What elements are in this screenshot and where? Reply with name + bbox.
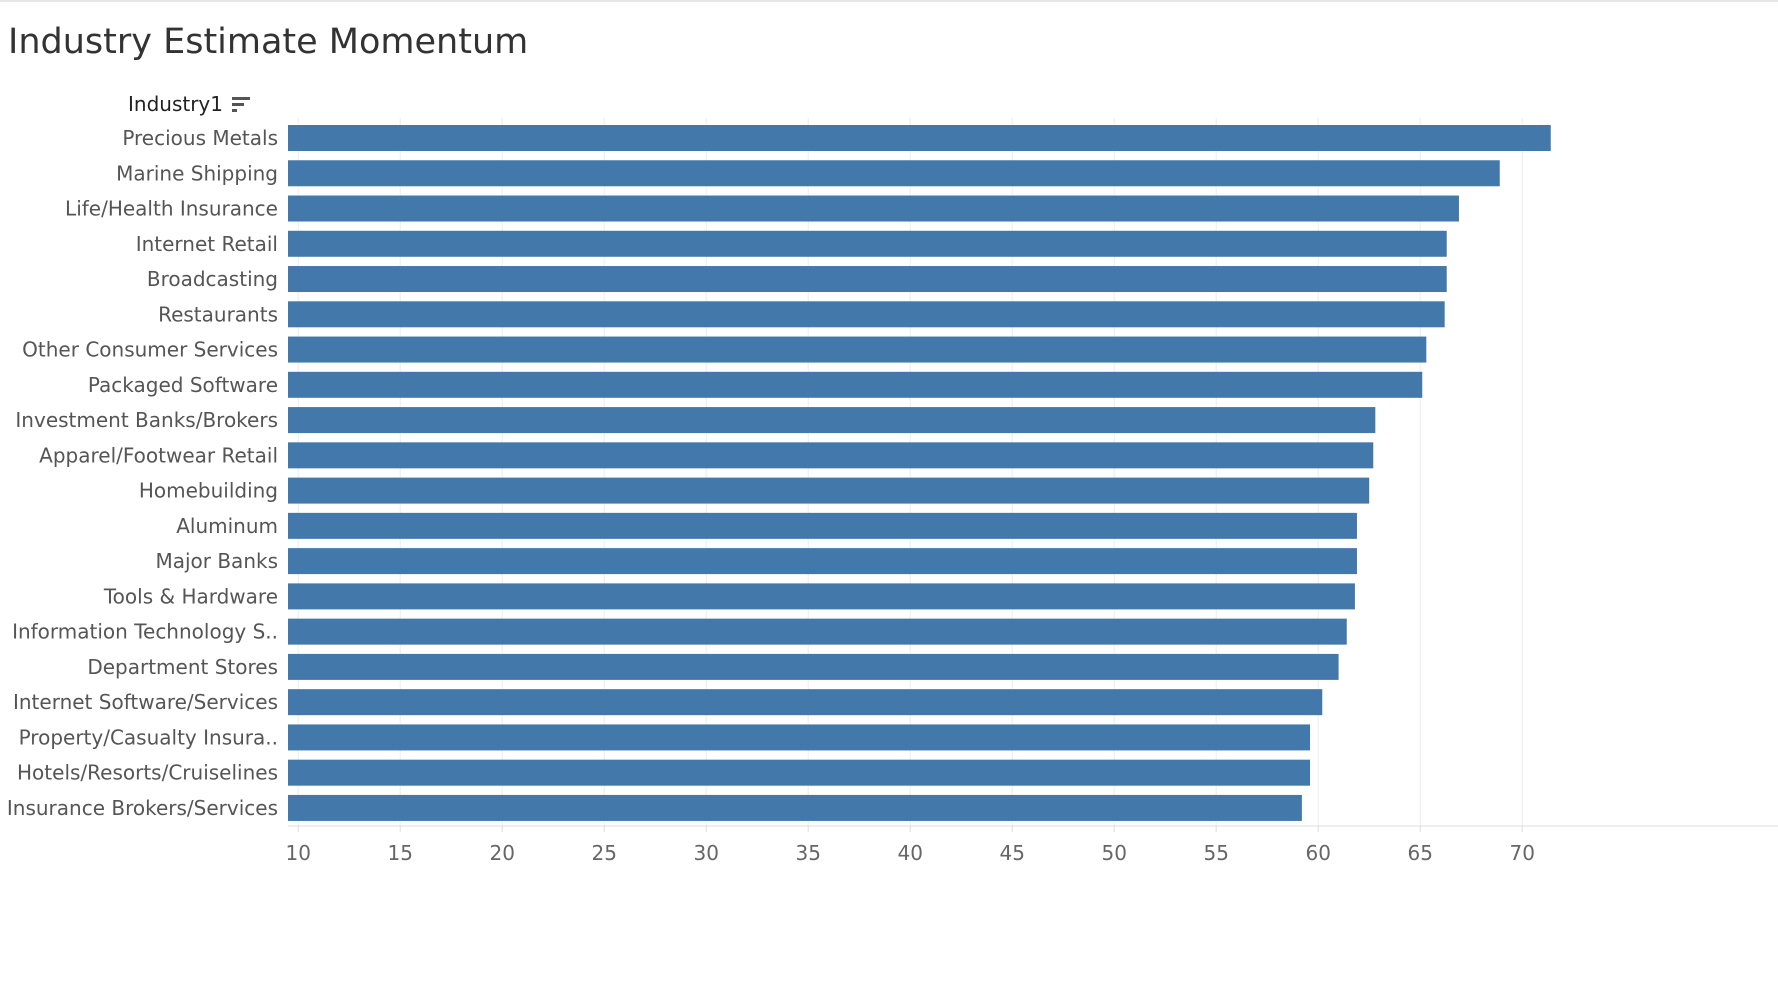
x-tick-label: 40 — [897, 841, 922, 865]
bar[interactable] — [288, 230, 1447, 257]
x-tick-label: 45 — [999, 841, 1024, 865]
category-label: Restaurants — [158, 302, 278, 326]
bar[interactable] — [288, 371, 1423, 398]
bars — [288, 125, 1551, 821]
bar[interactable] — [288, 266, 1447, 293]
x-tick-label: 30 — [693, 841, 718, 865]
category-label: Homebuilding — [139, 479, 278, 503]
category-label: Apparel/Footwear Retail — [39, 443, 278, 467]
x-tick-label: 15 — [387, 841, 412, 865]
category-label: Precious Metals — [122, 126, 278, 150]
bar[interactable] — [288, 724, 1311, 751]
bar[interactable] — [288, 125, 1551, 151]
category-label: Tools & Hardware — [103, 584, 278, 608]
category-label: Aluminum — [176, 514, 278, 538]
sort-descending-icon[interactable] — [232, 96, 252, 114]
category-label: Packaged Software — [88, 373, 278, 397]
category-label: Information Technology S.. — [12, 620, 278, 644]
category-label: Marine Shipping — [116, 161, 278, 185]
bar[interactable] — [288, 618, 1347, 645]
category-label: Property/Casualty Insura.. — [19, 725, 278, 749]
x-tick-label: 70 — [1509, 841, 1534, 865]
gridlines — [297, 118, 1523, 826]
category-label: Investment Banks/Brokers — [15, 408, 278, 432]
category-label: Department Stores — [87, 655, 278, 679]
field-header-label[interactable]: Industry1 — [128, 92, 223, 116]
x-axis-ticks: 10 15 20 25 30 35 40 45 50 55 60 65 70 — [285, 825, 1778, 865]
x-tick-label: 50 — [1101, 841, 1126, 865]
x-tick-label: 10 — [285, 841, 310, 865]
bar[interactable] — [288, 583, 1355, 610]
bar[interactable] — [288, 195, 1459, 222]
category-label: Other Consumer Services — [22, 338, 278, 362]
x-tick-label: 65 — [1407, 841, 1432, 865]
bar[interactable] — [288, 512, 1357, 539]
category-labels: Precious Metals Marine Shipping Life/Healt… — [7, 126, 278, 820]
x-tick-label: 35 — [795, 841, 820, 865]
x-tick-label: 20 — [489, 841, 514, 865]
bar[interactable] — [288, 653, 1339, 680]
bar[interactable] — [288, 759, 1311, 786]
bar[interactable] — [288, 442, 1374, 469]
category-label: Broadcasting — [147, 267, 278, 291]
x-tick-label: 25 — [591, 841, 616, 865]
bar[interactable] — [288, 689, 1323, 716]
category-label: Internet Software/Services — [13, 690, 278, 714]
x-tick-label: 55 — [1203, 841, 1228, 865]
category-label: Major Banks — [155, 549, 278, 573]
category-label: Hotels/Resorts/Cruiselines — [17, 761, 278, 785]
chart-title: Industry Estimate Momentum — [8, 22, 529, 62]
category-label: Life/Health Insurance — [65, 197, 278, 221]
category-label: Internet Retail — [136, 232, 278, 256]
bar[interactable] — [288, 794, 1302, 821]
category-label: Insurance Brokers/Services — [7, 796, 278, 820]
top-border — [0, 0, 1778, 2]
bar[interactable] — [288, 160, 1500, 187]
bar[interactable] — [288, 407, 1376, 434]
bar[interactable] — [288, 477, 1370, 504]
bar[interactable] — [288, 336, 1427, 363]
x-tick-label: 60 — [1305, 841, 1330, 865]
bar[interactable] — [288, 301, 1445, 328]
bar[interactable] — [288, 548, 1357, 575]
